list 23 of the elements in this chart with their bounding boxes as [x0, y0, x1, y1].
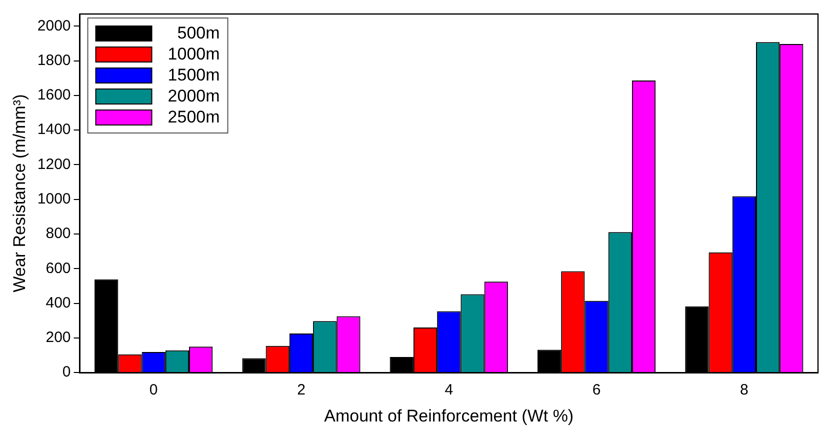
y-tick-label: 400: [46, 294, 71, 312]
legend-label: 1000m: [168, 44, 220, 64]
legend-label: 2000m: [168, 86, 220, 106]
legend-label: 500m: [177, 24, 220, 43]
y-tick-label: 200: [46, 329, 71, 346]
y-tick-label: 800: [46, 225, 71, 242]
x-tick-label: 2: [297, 382, 306, 399]
x-tick-label: 4: [444, 382, 454, 399]
x-tick-label: 6: [592, 382, 601, 399]
y-axis-title: Wear Resistance (m/mm³): [10, 94, 29, 292]
y-tick-label: 1400: [37, 121, 71, 138]
legend-label: 1500m: [168, 66, 220, 85]
y-tick-label: 1800: [37, 52, 71, 69]
y-tick-label: 2000: [37, 17, 71, 34]
y-tick-label: 1600: [37, 86, 71, 104]
x-axis-title: Amount of Reinforcement (Wt %): [324, 406, 574, 426]
y-tick-label: 0: [62, 364, 71, 381]
x-tick-label: 0: [149, 382, 158, 399]
y-tick-label: 600: [46, 260, 71, 277]
x-tick-label: 8: [740, 382, 748, 399]
y-tick-label: 1000: [37, 190, 71, 208]
legend-label: 2500m: [168, 108, 220, 127]
y-tick-label: 1200: [37, 156, 71, 173]
